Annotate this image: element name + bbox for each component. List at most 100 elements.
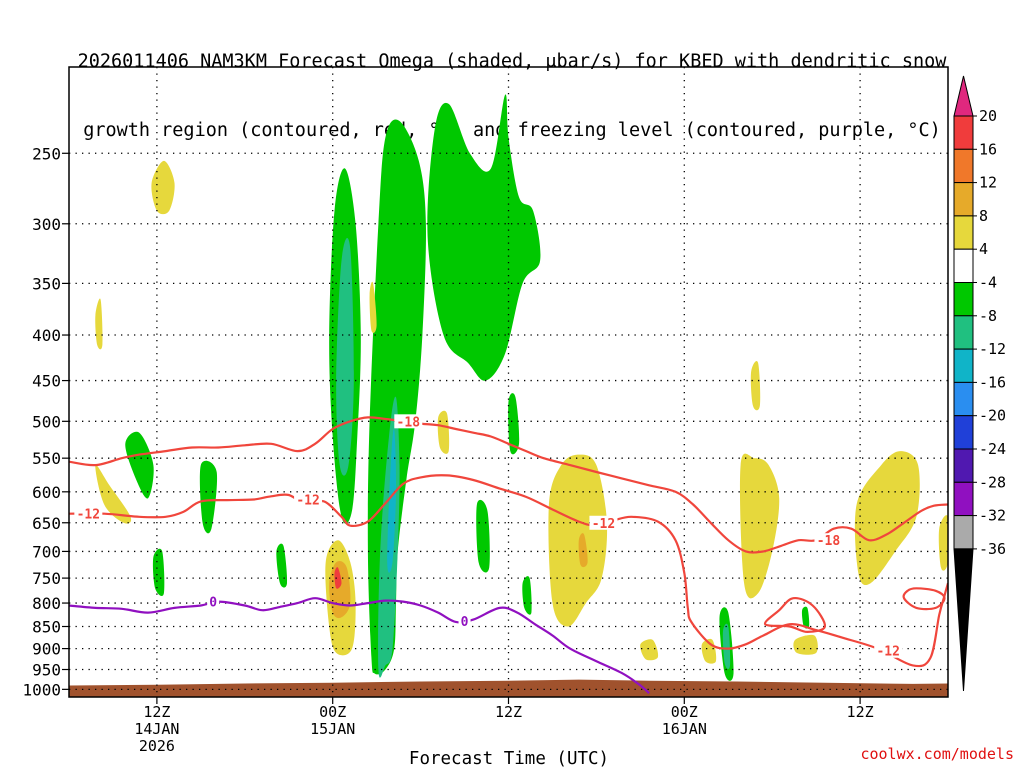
colorbar-label-9: -20: [979, 407, 1006, 425]
omega-shading: [95, 94, 948, 681]
x-tick-label-25-0: 12Z: [495, 703, 522, 721]
terrain-fill: [69, 679, 948, 697]
x-tick-label-45-0: 12Z: [847, 703, 874, 721]
omega-region-5: [152, 548, 165, 597]
temperature-contours: [69, 416, 948, 695]
colorbar-label-11: -28: [979, 473, 1006, 491]
y-tick-label-800: 800: [32, 594, 61, 613]
colorbar: 20 16 12 8 4 -4 -8 -12 -16 -20 -24 -28 -32 -36: [953, 75, 1006, 692]
gridlines: [69, 67, 948, 697]
contour-line-2: [902, 587, 946, 611]
colorbar-swatch-12: [953, 515, 974, 550]
omega-region-22: [548, 454, 608, 627]
omega-region-3: [125, 431, 154, 499]
y-tick-label-350: 350: [32, 274, 61, 293]
colorbar-label-0: 20: [979, 107, 997, 125]
omega-region-11: [801, 606, 810, 629]
omega-region-9: [522, 576, 532, 615]
chart-title-line-2: growth region (contoured, red, °C) and f…: [83, 120, 941, 141]
colorbar-label-7: -12: [979, 340, 1006, 358]
contour-label-2: -12: [296, 493, 319, 508]
contour-line-1: [69, 474, 948, 668]
colorbar-label-3: 8: [979, 207, 988, 225]
x-tick-label-5-2: 2026: [139, 737, 175, 755]
omega-region-23: [640, 639, 659, 661]
omega-region-27: [793, 634, 818, 655]
colorbar-swatch-5: [953, 282, 974, 317]
omega-region-12: [336, 237, 354, 476]
omega-region-2: [427, 94, 541, 381]
omega-region-6: [276, 543, 288, 588]
contour-label-3: -12: [592, 517, 615, 532]
colorbar-label-5: -4: [979, 274, 997, 292]
contour-label-bg-2: [294, 492, 323, 507]
colorbar-swatch-4: [953, 248, 974, 283]
y-tick-label-950: 950: [32, 661, 61, 680]
y-axis-ticks: 250 300 350 400 450 500 550 600 650 700 750 800 850 9…: [22, 144, 69, 699]
y-tick-label-300: 300: [32, 215, 61, 234]
contour-label-5: -12: [876, 645, 899, 660]
omega-region-17: [95, 298, 103, 350]
omega-region-18: [95, 464, 132, 524]
y-tick-label-1000: 1000: [22, 680, 61, 699]
omega-region-30: [329, 561, 351, 619]
colorbar-swatch-1: [953, 148, 974, 184]
contour-line-3: [763, 596, 827, 634]
colorbar-swatch-3: [953, 215, 974, 250]
colorbar-swatch-0: [953, 115, 974, 150]
colorbar-label-6: -8: [979, 307, 997, 325]
colorbar-swatch-11: [953, 481, 974, 517]
colorbar-swatch-6: [953, 315, 974, 350]
y-tick-label-500: 500: [32, 412, 61, 431]
omega-region-14: [722, 623, 731, 670]
colorbar-top-arrow: [953, 75, 974, 117]
contour-label-bg-7: [458, 614, 471, 629]
y-tick-label-650: 650: [32, 514, 61, 533]
contour-label-4: -18: [817, 534, 841, 549]
contour-label-bg-6: [207, 594, 220, 609]
omega-region-7: [476, 499, 490, 573]
colorbar-swatch-2: [953, 182, 974, 217]
colorbar-label-8: -16: [979, 373, 1006, 391]
y-tick-label-850: 850: [32, 617, 61, 636]
y-tick-label-400: 400: [32, 326, 61, 345]
x-tick-label-35-1: 16JAN: [662, 720, 707, 738]
omega-region-1: [367, 119, 426, 675]
x-tick-label-15-1: 15JAN: [310, 720, 355, 738]
colorbar-label-2: 12: [979, 174, 997, 192]
contour-label-0: -18: [397, 415, 421, 430]
colorbar-swatch-10: [953, 448, 974, 483]
colorbar-label-13: -36: [979, 540, 1006, 558]
omega-region-4: [199, 460, 218, 534]
omega-region-29: [938, 515, 948, 571]
y-tick-label-550: 550: [32, 449, 61, 468]
y-tick-label-750: 750: [32, 569, 61, 588]
x-tick-label-5-1: 14JAN: [134, 720, 179, 738]
contour-label-bg-5: [874, 643, 903, 658]
terrain-area: [69, 679, 948, 697]
contour-label-bg-0: [394, 414, 423, 429]
omega-region-26: [750, 361, 761, 411]
contour-label-bg-1: [74, 506, 103, 521]
colorbar-swatch-8: [953, 381, 974, 417]
contour-label-1: -12: [77, 508, 100, 523]
colorbar-swatch-7: [953, 348, 974, 383]
contour-labels: -18 -12 -12 -12 -18 -12 0 0: [74, 414, 903, 660]
y-tick-label-700: 700: [32, 542, 61, 561]
omega-region-25: [739, 453, 780, 599]
contour-label-6: 0: [209, 596, 217, 611]
y-tick-label-450: 450: [32, 372, 61, 391]
contour-label-bg-4: [814, 533, 843, 548]
colorbar-label-4: 4: [979, 240, 988, 258]
omega-region-21: [437, 410, 450, 454]
x-tick-label-15-0: 00Z: [319, 703, 346, 721]
colorbar-label-12: -32: [979, 507, 1006, 525]
contour-label-bg-3: [589, 515, 618, 530]
x-axis-label: Forecast Time (UTC): [409, 749, 609, 768]
omega-region-8: [508, 393, 520, 455]
colorbar-swatch-9: [953, 415, 974, 450]
y-tick-label-600: 600: [32, 483, 61, 502]
y-tick-label-900: 900: [32, 640, 61, 659]
